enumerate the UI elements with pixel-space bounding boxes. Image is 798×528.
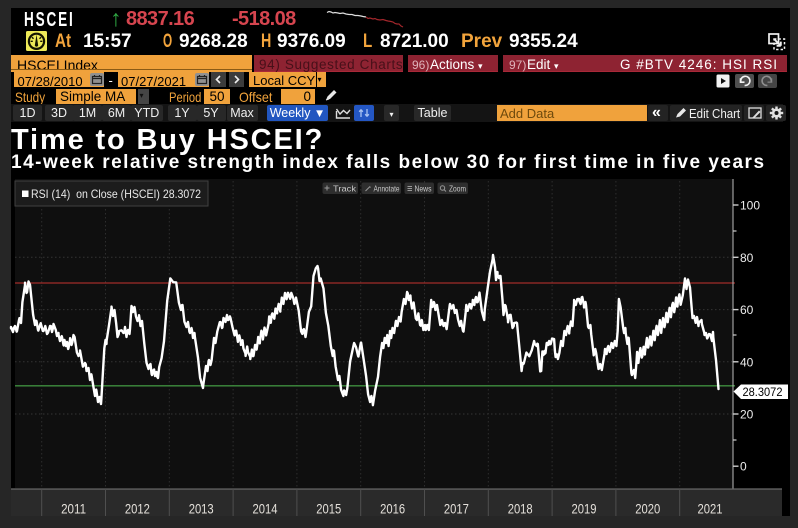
svg-text:28.3072: 28.3072 <box>743 385 783 399</box>
svg-text:2013: 2013 <box>189 501 214 517</box>
svg-text:2012: 2012 <box>125 501 150 517</box>
svg-text:0: 0 <box>740 460 747 474</box>
svg-text:2018: 2018 <box>508 501 533 517</box>
svg-text:40: 40 <box>740 355 754 369</box>
svg-text:2015: 2015 <box>316 501 341 517</box>
svg-text:2020: 2020 <box>635 501 660 517</box>
svg-text:2014: 2014 <box>253 501 278 517</box>
svg-text:2016: 2016 <box>380 501 405 517</box>
svg-text:60: 60 <box>740 303 754 317</box>
svg-text:2021: 2021 <box>698 501 723 517</box>
svg-text:Annotate: Annotate <box>374 184 400 194</box>
svg-text:2017: 2017 <box>444 501 469 517</box>
svg-text:80: 80 <box>740 251 754 265</box>
svg-text:2011: 2011 <box>61 501 86 517</box>
svg-text:News: News <box>415 184 432 194</box>
svg-text:2019: 2019 <box>572 501 597 517</box>
svg-text:100: 100 <box>740 199 760 213</box>
svg-text:Track: Track <box>333 184 357 194</box>
svg-text:RSI (14) on Close (HSCEI) 28.: RSI (14) on Close (HSCEI) 28.3072 <box>31 187 201 201</box>
svg-text:20: 20 <box>740 408 754 422</box>
svg-text:Zoom: Zoom <box>449 184 466 194</box>
